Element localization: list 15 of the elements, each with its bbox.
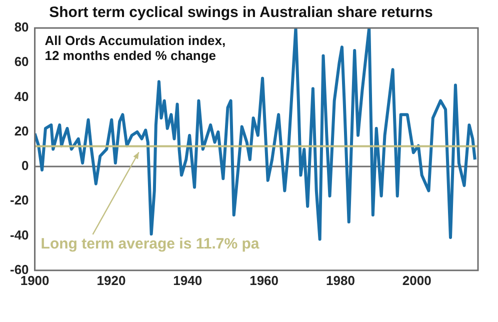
- y-tick-label: 60: [14, 54, 29, 70]
- y-tick-label: 20: [14, 123, 29, 138]
- x-tick-label: 1940: [173, 272, 202, 288]
- annotation: All Ords Accumulation index, 12 months ended % change: [44, 33, 226, 64]
- y-tick-label: -40: [10, 227, 29, 242]
- chart-title: Short term cyclical swings in Australian share returns: [49, 4, 433, 22]
- x-tick-label: 1960: [250, 272, 278, 288]
- x-tick-label: 1980: [326, 272, 355, 288]
- y-tick-label: 40: [14, 88, 29, 104]
- x-tick-label: 1920: [96, 272, 126, 288]
- x-tick-label: 2000: [402, 272, 432, 288]
- y-tick-label: -20: [10, 192, 29, 208]
- y-tick-label: 0: [22, 158, 29, 174]
- y-tick-label: 80: [14, 20, 29, 35]
- ref-line-label: Long term average is 11.7% pa: [40, 236, 260, 253]
